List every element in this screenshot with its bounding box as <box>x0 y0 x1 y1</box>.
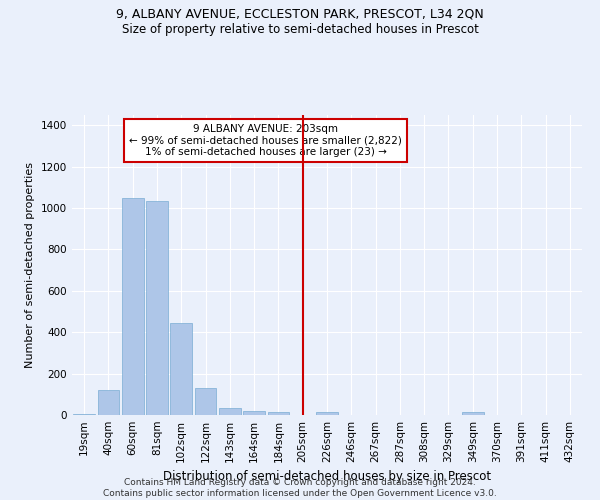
Bar <box>170 323 192 415</box>
Y-axis label: Number of semi-detached properties: Number of semi-detached properties <box>25 162 35 368</box>
Bar <box>268 412 289 415</box>
Bar <box>146 201 168 415</box>
Text: 9, ALBANY AVENUE, ECCLESTON PARK, PRESCOT, L34 2QN: 9, ALBANY AVENUE, ECCLESTON PARK, PRESCO… <box>116 8 484 20</box>
Bar <box>219 408 241 415</box>
Bar <box>97 390 119 415</box>
Bar <box>194 388 217 415</box>
Text: 9 ALBANY AVENUE: 203sqm
← 99% of semi-detached houses are smaller (2,822)
1% of : 9 ALBANY AVENUE: 203sqm ← 99% of semi-de… <box>130 124 402 157</box>
Bar <box>122 198 143 415</box>
Bar <box>243 411 265 415</box>
Bar <box>462 412 484 415</box>
X-axis label: Distribution of semi-detached houses by size in Prescot: Distribution of semi-detached houses by … <box>163 470 491 484</box>
Text: Size of property relative to semi-detached houses in Prescot: Size of property relative to semi-detach… <box>122 22 478 36</box>
Bar <box>316 412 338 415</box>
Bar <box>73 414 95 415</box>
Text: Contains HM Land Registry data © Crown copyright and database right 2024.
Contai: Contains HM Land Registry data © Crown c… <box>103 478 497 498</box>
